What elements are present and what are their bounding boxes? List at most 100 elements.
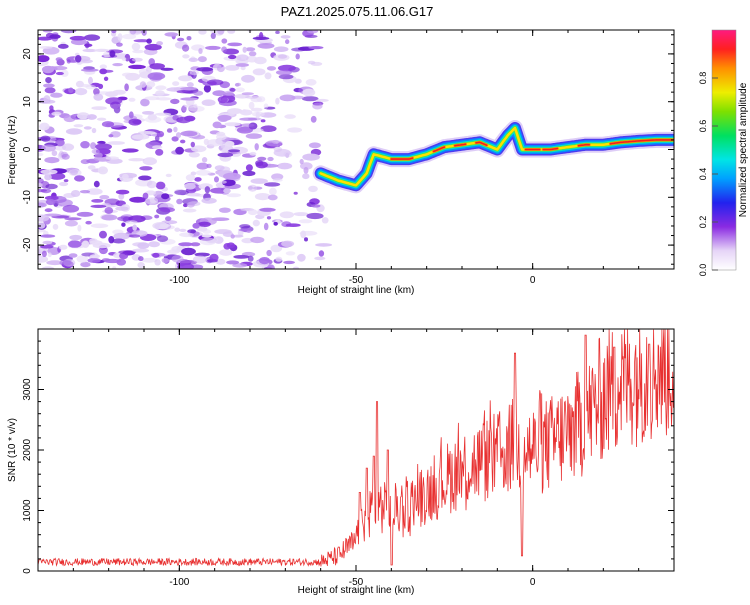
noise-blob	[204, 186, 211, 194]
noise-blob	[315, 243, 333, 247]
noise-blob	[101, 214, 118, 221]
noise-blob	[43, 95, 51, 103]
noise-blob	[108, 134, 114, 138]
noise-blob	[39, 122, 50, 131]
noise-blob	[308, 46, 324, 50]
noise-blob	[131, 42, 141, 51]
noise-blob	[60, 69, 69, 77]
noise-blob	[285, 223, 301, 227]
y-tick-label: 10	[22, 96, 33, 108]
snr-x-axis-label: Height of straight line (km)	[298, 585, 415, 596]
noise-blob	[138, 175, 152, 181]
noise-blob	[152, 145, 163, 150]
snr-plot: -100 -50 0 0 1000 2000 3000 Height of straight…	[7, 328, 675, 596]
noise-blob	[248, 51, 257, 57]
noise-blob	[242, 46, 247, 53]
noise-blob	[160, 207, 175, 213]
noise-blob	[270, 244, 283, 253]
noise-blob	[252, 68, 266, 76]
noise-blob	[80, 159, 90, 165]
noise-blob	[302, 173, 310, 180]
noise-blob	[52, 223, 59, 230]
noise-blob	[186, 36, 192, 41]
noise-blob	[61, 143, 75, 151]
noise-blob	[187, 229, 197, 234]
noise-blob	[185, 174, 196, 182]
noise-blob	[279, 94, 296, 102]
y-tick-label: 1000	[22, 499, 33, 522]
noise-blob	[236, 54, 249, 61]
noise-blob	[278, 74, 294, 80]
noise-blob	[217, 190, 225, 194]
noise-blob	[86, 188, 103, 195]
snr-ticks: -100 -50 0 0 1000 2000 3000	[22, 328, 675, 588]
noise-blob	[41, 250, 47, 257]
noise-blob	[91, 149, 100, 154]
noise-blob	[293, 191, 298, 195]
noise-blob	[43, 83, 55, 88]
noise-blob	[310, 115, 317, 123]
noise-blob	[167, 249, 180, 254]
noise-blob	[144, 96, 160, 101]
noise-blob	[118, 193, 125, 200]
x-tick-label: 0	[530, 577, 536, 588]
x-tick-label: -100	[169, 275, 189, 286]
noise-blob	[285, 39, 290, 45]
noise-blob	[59, 181, 69, 187]
noise-blob	[115, 206, 129, 211]
noise-blob	[247, 184, 258, 192]
noise-blob	[154, 135, 160, 142]
noise-blob	[248, 209, 258, 216]
noise-blob	[254, 143, 259, 151]
noise-blob	[186, 201, 195, 208]
noise-blob	[182, 44, 190, 52]
noise-blob	[180, 97, 199, 101]
noise-blob	[192, 222, 200, 229]
noise-blob	[38, 189, 47, 193]
y-tick-label: 2000	[22, 438, 33, 461]
noise-blob	[86, 114, 97, 120]
noise-blob	[277, 64, 296, 72]
noise-blob	[131, 134, 150, 140]
noise-blob	[198, 48, 203, 54]
noise-blob	[85, 84, 96, 90]
ridge-hot-core	[390, 157, 414, 160]
noise-blob	[103, 258, 122, 264]
noise-blob	[287, 127, 303, 133]
noise-blob	[38, 178, 44, 184]
noise-blob	[131, 57, 143, 62]
noise-blob	[67, 240, 82, 248]
noise-blob	[305, 79, 317, 86]
noise-blob	[79, 190, 91, 194]
noise-blob	[258, 257, 271, 265]
noise-blob	[180, 130, 198, 137]
noise-blob	[63, 179, 69, 183]
noise-blob	[171, 136, 179, 142]
noise-blob	[165, 216, 172, 222]
x-tick-label: -100	[169, 577, 189, 588]
noise-blob	[217, 152, 234, 158]
noise-blob	[245, 164, 253, 172]
noise-blob	[125, 220, 138, 225]
noise-blob	[223, 48, 239, 55]
noise-blob	[302, 88, 316, 97]
noise-blob	[235, 63, 249, 67]
noise-blob	[90, 204, 107, 208]
noise-blob	[255, 111, 260, 119]
noise-blob	[129, 196, 147, 203]
noise-blob	[182, 54, 190, 59]
noise-blob	[44, 213, 62, 217]
noise-blob	[121, 148, 139, 153]
noise-blob	[190, 145, 207, 153]
noise-blob	[148, 241, 160, 248]
colorbar-tick-label: 0.0	[698, 264, 708, 277]
noise-blob	[181, 247, 196, 256]
noise-blob	[156, 130, 165, 138]
noise-blob	[44, 173, 52, 181]
noise-blob	[264, 182, 281, 187]
noise-blob	[218, 115, 229, 123]
noise-blob	[205, 45, 221, 50]
noise-blob	[250, 236, 265, 244]
noise-blob	[223, 90, 234, 96]
